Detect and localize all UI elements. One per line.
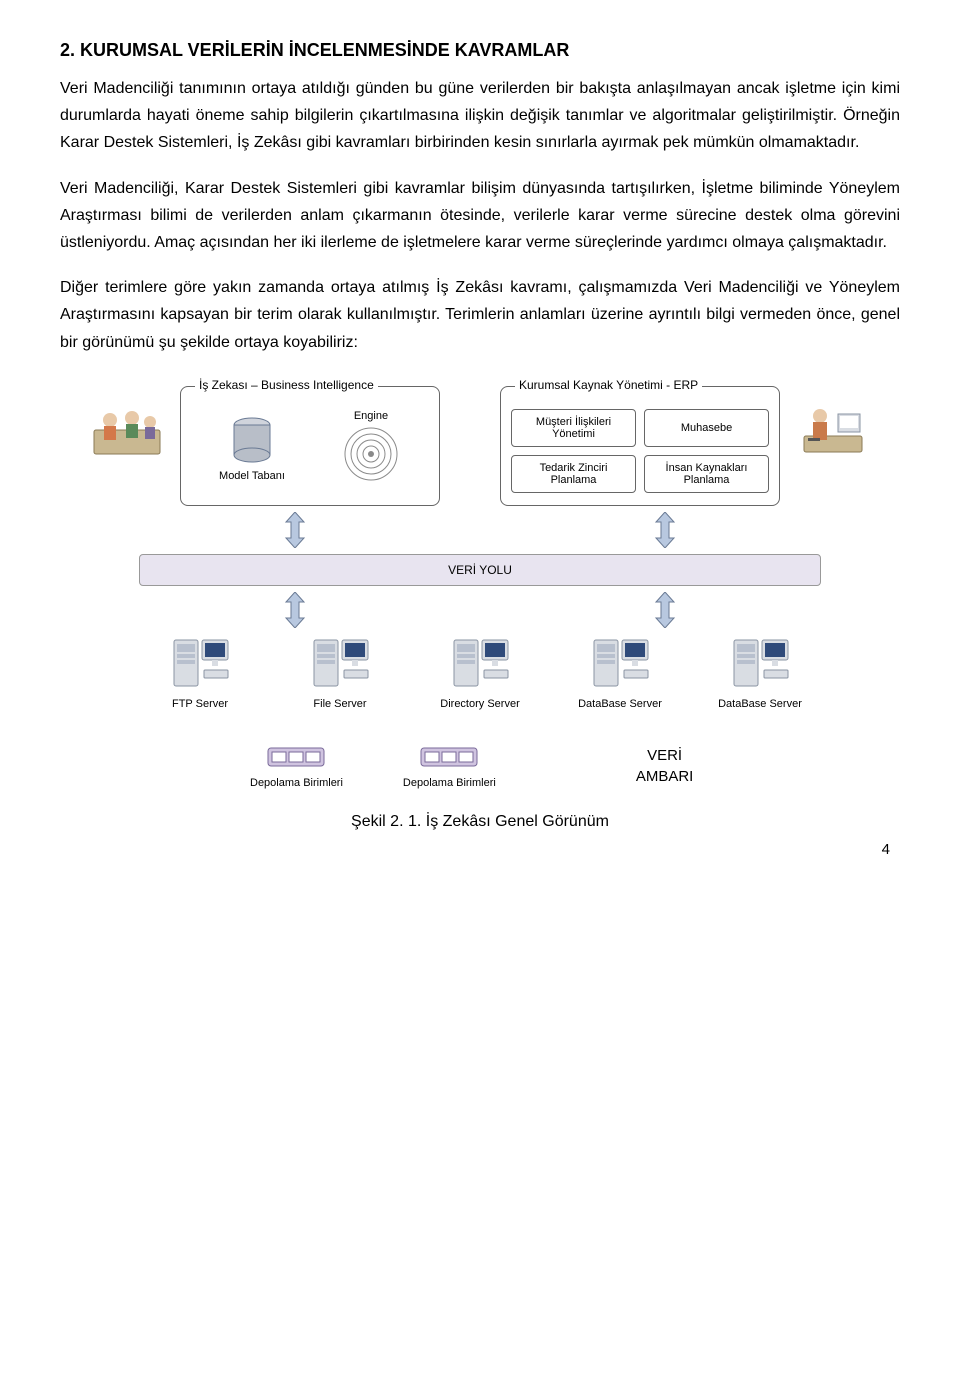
- engine-label: Engine: [341, 410, 401, 422]
- server-item: FTP Server: [145, 634, 255, 710]
- model-tabani-icon: [231, 417, 273, 463]
- server-item: File Server: [285, 634, 395, 710]
- storage-row: Depolama Birimleri Depolama Birimleri VE…: [130, 744, 830, 789]
- page-number: 4: [60, 841, 900, 858]
- arrows-top: [280, 512, 680, 548]
- server-icon: [450, 634, 510, 689]
- paragraph-1: Veri Madenciliği tanımının ortaya atıldı…: [60, 75, 900, 157]
- model-tabani-label: Model Tabanı: [219, 470, 285, 482]
- server-row: FTP Server File Server Directory Server …: [130, 634, 830, 710]
- erp-group-box: Kurumsal Kaynak Yönetimi - ERP Müşteri İ…: [500, 386, 780, 506]
- top-boxes-row: İş Zekası – Business Intelligence Model …: [180, 386, 780, 506]
- erp-item-3: İnsan Kaynakları Planlama: [644, 455, 769, 493]
- people-illustration-left: [92, 400, 162, 465]
- server-label: DataBase Server: [565, 698, 675, 710]
- paragraph-2: Veri Madenciliği, Karar Destek Sistemler…: [60, 175, 900, 257]
- erp-item-2: Tedarik Zinciri Planlama: [511, 455, 636, 493]
- bi-group-box: İş Zekası – Business Intelligence Model …: [180, 386, 440, 506]
- arrow-icon: [650, 592, 680, 628]
- storage-icon: [419, 744, 479, 770]
- page-title: 2. KURUMSAL VERİLERİN İNCELENMESİNDE KAV…: [60, 40, 900, 61]
- server-icon: [310, 634, 370, 689]
- server-label: Directory Server: [425, 698, 535, 710]
- erp-item-0: Müşteri İlişkileri Yönetimi: [511, 409, 636, 447]
- storage-item: Depolama Birimleri: [403, 744, 496, 789]
- storage-item: Depolama Birimleri: [250, 744, 343, 789]
- paragraph-3: Diğer terimlere göre yakın zamanda ortay…: [60, 274, 900, 356]
- storage-icon: [266, 744, 326, 770]
- arrows-mid: [280, 592, 680, 628]
- figure-caption: Şekil 2. 1. İş Zekâsı Genel Görünüm: [351, 813, 609, 831]
- arrow-icon: [280, 512, 310, 548]
- server-label: FTP Server: [145, 698, 255, 710]
- veri-ambari-label: VERİAMBARI: [636, 745, 694, 787]
- people-illustration-right: [798, 400, 868, 465]
- server-label: File Server: [285, 698, 395, 710]
- server-icon: [170, 634, 230, 689]
- erp-item-1: Muhasebe: [644, 409, 769, 447]
- server-item: DataBase Server: [565, 634, 675, 710]
- erp-legend: Kurumsal Kaynak Yönetimi - ERP: [515, 378, 702, 392]
- storage-label: Depolama Birimleri: [403, 777, 496, 789]
- diagram-container: İş Zekası – Business Intelligence Model …: [60, 386, 900, 831]
- arrow-icon: [280, 592, 310, 628]
- engine-icon: [341, 424, 401, 484]
- bi-legend: İş Zekası – Business Intelligence: [195, 378, 378, 392]
- arrow-icon: [650, 512, 680, 548]
- server-label: DataBase Server: [705, 698, 815, 710]
- server-icon: [590, 634, 650, 689]
- server-item: Directory Server: [425, 634, 535, 710]
- veri-yolu-bar: VERİ YOLU: [139, 554, 821, 586]
- server-item: DataBase Server: [705, 634, 815, 710]
- storage-label: Depolama Birimleri: [250, 777, 343, 789]
- server-icon: [730, 634, 790, 689]
